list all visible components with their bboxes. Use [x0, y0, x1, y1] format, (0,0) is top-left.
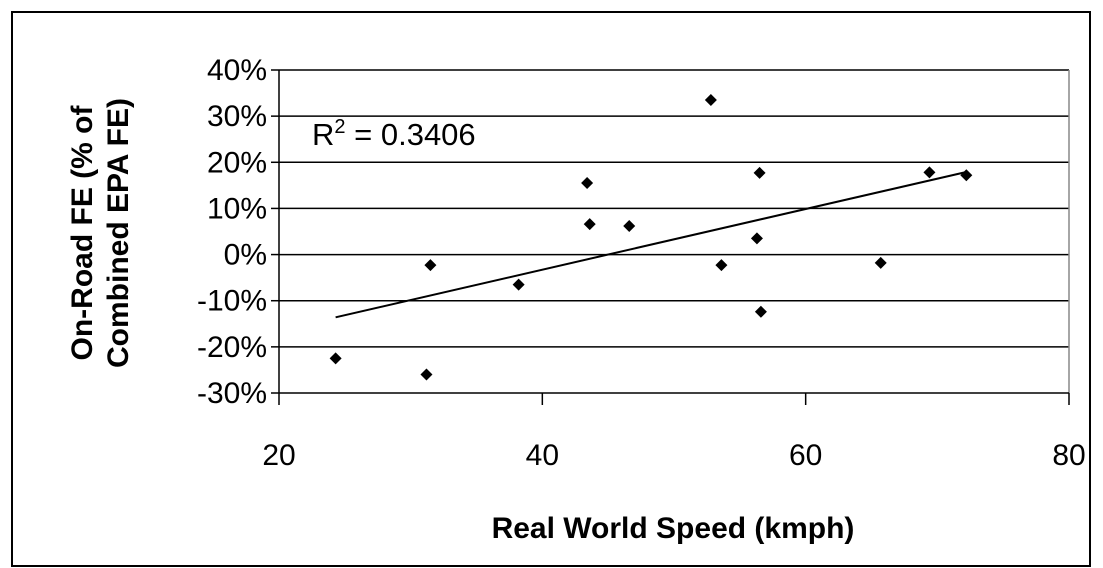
r-squared-value: = 0.3406 — [346, 117, 476, 152]
y-tick-label: 20% — [207, 146, 267, 179]
r-squared-annotation: R2 = 0.3406 — [312, 116, 476, 152]
r-squared-prefix: R — [312, 117, 334, 152]
data-point — [424, 259, 437, 272]
axes — [271, 69, 1070, 405]
data-point — [923, 166, 936, 179]
data-point — [753, 166, 766, 179]
y-tick-label: -10% — [197, 285, 267, 318]
data-point — [623, 219, 636, 232]
data-point — [420, 368, 433, 381]
data-points — [329, 93, 973, 381]
y-tick-label: 30% — [207, 100, 267, 133]
x-tick-label: 80 — [1052, 439, 1085, 472]
trendline — [335, 171, 967, 319]
y-axis-title-line-2: Combined EPA FE) — [102, 98, 135, 368]
y-tick-label: -30% — [197, 377, 267, 410]
r-squared-superscript: 2 — [334, 116, 345, 138]
y-tick-label: 40% — [207, 54, 267, 87]
y-axis-title-line-1: On-Road FE (% of — [66, 105, 99, 361]
data-point — [329, 352, 342, 365]
data-point — [715, 259, 728, 272]
data-point — [754, 305, 767, 318]
x-tick-label: 20 — [262, 439, 295, 472]
data-point — [581, 177, 594, 190]
data-point — [960, 169, 973, 182]
data-point — [750, 232, 763, 245]
y-tick-label: -20% — [197, 331, 267, 364]
x-tick-label: 40 — [526, 439, 559, 472]
tick-labels: -30% -20% -10% 0% 10% 20% 30% 40% 20 40 60 80 — [197, 54, 1086, 472]
trendline-group — [335, 171, 967, 319]
y-axis-title: On-Road FE (% of Combined EPA FE) — [66, 98, 135, 368]
data-point — [704, 93, 717, 106]
data-point — [874, 256, 887, 269]
data-point — [512, 278, 525, 291]
x-axis-title: Real World Speed (kmph) — [492, 512, 855, 545]
figure-border — [11, 11, 1091, 567]
y-tick-label: 10% — [207, 192, 267, 225]
y-tick-label: 0% — [224, 239, 267, 272]
x-tick-label: 60 — [789, 439, 822, 472]
data-point — [583, 218, 596, 231]
